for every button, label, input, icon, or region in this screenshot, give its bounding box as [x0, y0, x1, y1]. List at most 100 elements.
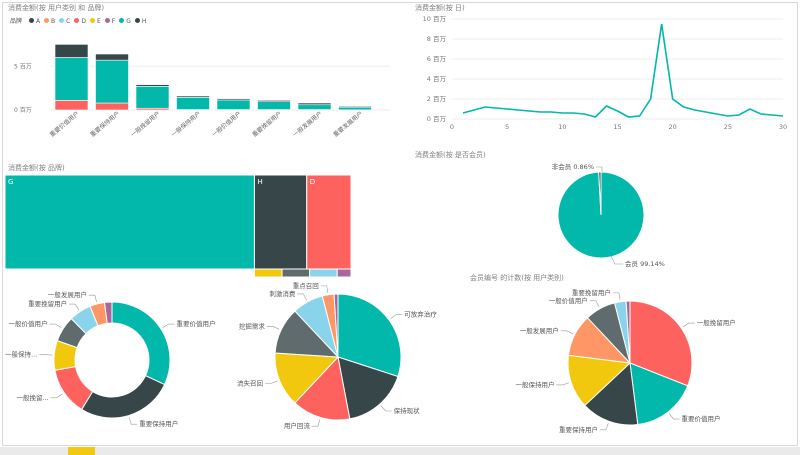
- leader-line: [266, 326, 280, 330]
- x-tick-label: 25: [724, 123, 732, 131]
- x-tick-label: 一般挽留用户: [129, 109, 162, 138]
- bar-segment-G: [176, 97, 210, 110]
- legend-item[interactable]: E: [90, 18, 101, 25]
- x-tick-label: 30: [779, 123, 787, 131]
- pie-slice: [80, 375, 166, 419]
- bar-segment-G: [135, 86, 170, 109]
- pie-slice: [629, 362, 689, 426]
- bar-segment-H: [54, 44, 89, 58]
- leader-line: [390, 314, 403, 320]
- member-pie-title: 消费金额(按 是否会员): [415, 151, 486, 159]
- slice-label: 一般挽留用户: [697, 318, 736, 327]
- y-tick-label: 10 百万: [423, 15, 447, 23]
- slice-label: 保持现状: [394, 406, 421, 415]
- treemap-tile-F: [336, 268, 352, 278]
- report-canvas: [2, 2, 798, 446]
- slice-label: 重要保持用户: [139, 419, 178, 428]
- bar-segment-H: [257, 100, 291, 102]
- page-tab-active[interactable]: [68, 447, 95, 455]
- bar-segment-D: [54, 100, 89, 111]
- leader-line: [380, 405, 392, 412]
- leader-line: [599, 423, 609, 431]
- legend-label: G: [126, 18, 131, 25]
- treemap-tile-C: [309, 268, 338, 278]
- slice-label: 重要挽留用户: [572, 288, 611, 297]
- leader-line: [69, 303, 80, 311]
- x-tick-label: 15: [613, 123, 621, 131]
- legend-item[interactable]: C: [59, 18, 70, 25]
- treemap-tile-label: H: [257, 178, 262, 186]
- bar-segment-G: [54, 57, 89, 101]
- page-tabs-bar: [0, 447, 800, 455]
- leader-line: [560, 330, 574, 335]
- bar-chart-title: 消费金额(按 用户类别 和 品牌): [8, 4, 105, 12]
- legend-label: A: [35, 18, 41, 25]
- pie-slice: [337, 356, 399, 420]
- slice-label: 一般保持用户: [515, 380, 554, 389]
- bar-segment-H: [216, 98, 251, 101]
- bar-segment-G: [95, 59, 129, 104]
- legend-item[interactable]: F: [104, 18, 116, 25]
- slice-label: 刺激消费: [269, 289, 296, 298]
- legend-label: H: [141, 18, 147, 25]
- y-tick-label: 6 百万: [427, 55, 447, 63]
- y-tick-label: 2 百万: [427, 95, 447, 103]
- legend-item[interactable]: B: [44, 18, 55, 25]
- legend-dot: [119, 18, 125, 23]
- legend-label: F: [111, 18, 116, 25]
- legend-label: E: [97, 18, 101, 25]
- x-tick-label: 5: [505, 123, 509, 131]
- x-tick-label: 一般保持用户: [170, 109, 203, 138]
- bar-segment-H: [297, 102, 332, 106]
- bar-segment-G: [257, 101, 291, 110]
- legend-dot: [74, 18, 80, 23]
- slice-label: 重点召回: [293, 282, 319, 290]
- y-tick-label: 8 百万: [427, 35, 447, 43]
- slice-label: 一般挽留...: [16, 393, 48, 402]
- slice-label: 一般发展用户: [48, 290, 87, 299]
- count-pie-title: 会员编号 的计数(按 用户类别): [470, 274, 564, 282]
- treemap-tile-H: [253, 174, 308, 270]
- slice-label: 重要保持用户: [559, 425, 598, 434]
- legend-dot: [28, 18, 34, 23]
- leader-line: [39, 354, 53, 356]
- pie-slice: [333, 293, 339, 358]
- x-tick-label: 重要发展用户: [332, 109, 365, 138]
- legend-dot: [134, 18, 140, 23]
- legend: 品牌 A B C D E F G H: [10, 16, 150, 26]
- pie-slice: [294, 355, 351, 421]
- bar-segment-G: [338, 106, 372, 111]
- legend-label: D: [81, 18, 86, 25]
- legend-label: C: [66, 18, 71, 25]
- legend-item[interactable]: H: [134, 18, 147, 25]
- legend-dot: [90, 18, 95, 23]
- legend-dot: [59, 18, 65, 23]
- leader-line: [610, 255, 623, 265]
- slice-label: 一般发展用户: [520, 326, 559, 335]
- bar-segment-H: [176, 95, 210, 98]
- leader-line: [556, 382, 570, 386]
- treemap-tile-G: [4, 174, 255, 270]
- x-tick-label: 一般价值用户: [210, 109, 243, 138]
- pie-slice: [629, 300, 693, 387]
- bar-segment-G: [216, 99, 251, 110]
- leader-line: [162, 323, 175, 329]
- bar-segment-G: [297, 104, 332, 110]
- slice-label: 会员 99.14%: [625, 259, 665, 268]
- slice-label: 一般价值用户: [549, 296, 588, 305]
- legend-item[interactable]: D: [74, 18, 86, 25]
- bar-segment-H: [338, 106, 372, 108]
- legend-item[interactable]: A: [28, 18, 41, 25]
- series-line: [462, 23, 784, 118]
- leader-line: [265, 380, 278, 384]
- y-tick-label: 0 百万: [14, 107, 32, 114]
- leader-line: [311, 419, 321, 427]
- x-tick-label: 重要挽留用户: [251, 109, 284, 138]
- bar-segment-H: [95, 53, 129, 61]
- legend-label: B: [51, 18, 56, 25]
- pie-slice: [598, 171, 602, 216]
- daily-line-chart: 0 百万 2 百万 4 百万 6 百万 8 百万 10 百万 0 5 10 15 20 25 30: [423, 15, 787, 131]
- legend-item[interactable]: G: [119, 18, 131, 25]
